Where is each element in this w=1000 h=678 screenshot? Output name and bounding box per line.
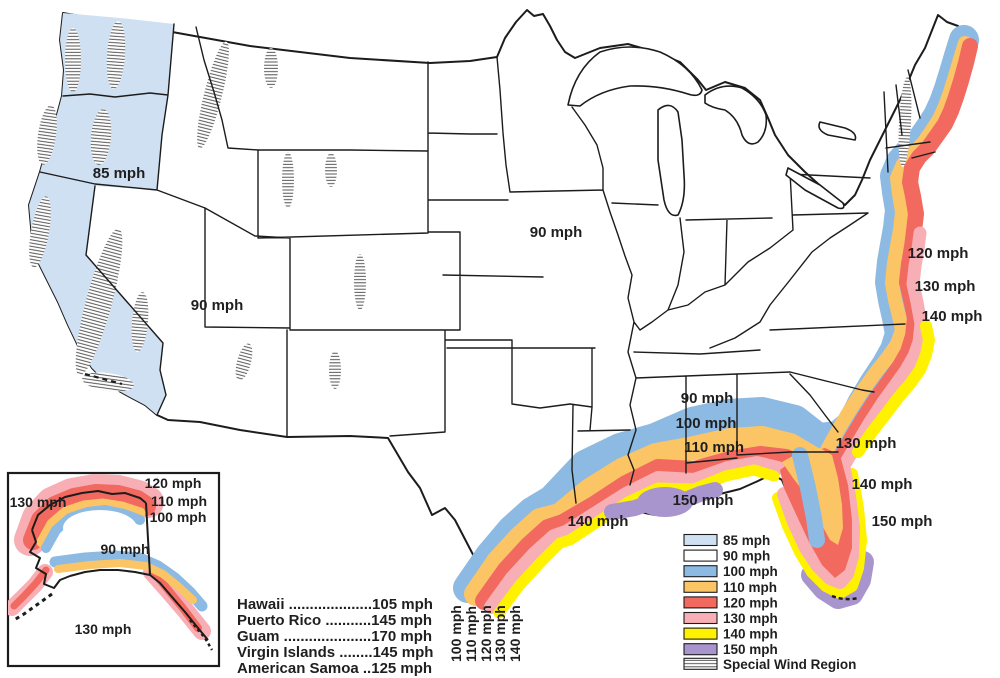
legend-label-120: 120 mph	[723, 595, 778, 610]
texas-tip-labels: 100 mph 110 mph 120 mph 130 mph 140 mph	[448, 605, 523, 662]
ak-band-110	[36, 498, 146, 548]
ak-label-110: 110 mph	[151, 493, 207, 509]
legend: 85 mph 90 mph 100 mph 110 mph 120 mph 13…	[683, 533, 856, 672]
ak-label-90: 90 mph	[100, 541, 149, 557]
legend-row: Special Wind Region	[683, 657, 856, 672]
band-130mph-atlantic	[838, 226, 928, 471]
territory-american-samoa: American Samoa ..125 mph	[237, 660, 432, 677]
territory-list: Hawaii ....................105 mph Puert…	[237, 596, 433, 677]
label-110mph-south: 110 mph	[684, 439, 744, 456]
label-120mph-east: 120 mph	[908, 245, 969, 262]
label-150mph-fl: 150 mph	[872, 513, 933, 530]
great-lakes	[567, 46, 857, 217]
label-tx-110: 110 mph	[463, 606, 479, 662]
legend-label-130: 130 mph	[723, 611, 778, 626]
state-borders	[39, 23, 936, 504]
legend-label-85: 85 mph	[723, 533, 770, 548]
legend-row: 150 mph	[683, 642, 778, 657]
legend-swatch-130	[683, 611, 718, 625]
label-tx-130: 130 mph	[492, 605, 508, 662]
legend-label-150: 150 mph	[723, 642, 778, 657]
legend-swatch-85	[683, 533, 718, 547]
legend-label-100: 100 mph	[723, 564, 778, 579]
legend-swatch-140	[683, 627, 718, 640]
legend-label-110: 110 mph	[723, 580, 777, 595]
alaska-inset: 130 mph 120 mph 110 mph 100 mph 90 mph 1…	[6, 471, 221, 668]
lake-superior	[567, 46, 703, 107]
ak-label-130-nw: 130 mph	[10, 494, 67, 510]
band-150mph-gulfshore	[604, 482, 723, 520]
legend-label-90: 90 mph	[723, 549, 770, 564]
label-140mph-gulf: 140 mph	[568, 513, 629, 530]
ak-label-130-s: 130 mph	[75, 621, 132, 637]
legend-swatch-120	[683, 596, 718, 609]
legend-row: 85 mph	[683, 533, 770, 548]
label-150mph-gulf: 150 mph	[673, 492, 734, 509]
map-labels: 85 mph 90 mph 90 mph 90 mph 100 mph 110 …	[93, 165, 983, 530]
hatch-idaho	[197, 41, 229, 149]
ak-panhandle-islands	[189, 619, 214, 651]
ak-band-southcoast-orange	[54, 559, 197, 604]
label-90mph-iowa: 90 mph	[530, 224, 583, 241]
lake-michigan	[657, 104, 686, 217]
ak-band-120	[23, 484, 156, 550]
channel-islands	[84, 372, 123, 386]
territory-puerto-rico: Puerto Rico ...........145 mph	[237, 612, 432, 629]
label-130mph-east: 130 mph	[915, 278, 976, 295]
legend-label-special: Special Wind Region	[723, 657, 856, 672]
legend-swatch-110	[683, 580, 718, 593]
band-140mph-nc	[852, 320, 935, 458]
territory-guam: Guam .....................170 mph	[237, 628, 432, 645]
legend-swatch-150	[683, 643, 718, 656]
lake-erie	[785, 167, 845, 210]
florida-keys	[831, 594, 859, 601]
label-tx-140: 140 mph	[507, 605, 523, 662]
legend-row: 100 mph	[683, 564, 778, 579]
ak-core-90	[63, 510, 137, 546]
legend-swatch-100	[683, 565, 718, 578]
legend-row: 140 mph	[683, 627, 778, 642]
label-90mph-utah: 90 mph	[191, 297, 244, 314]
lake-ontario	[818, 121, 857, 141]
lake-huron	[704, 85, 768, 145]
territory-hawaii: Hawaii ....................105 mph	[237, 596, 433, 613]
legend-row: 120 mph	[683, 595, 778, 610]
label-100mph-south: 100 mph	[676, 415, 737, 432]
label-140mph-east: 140 mph	[922, 308, 983, 325]
band-130mph-gulf	[484, 456, 785, 614]
label-130mph-fl: 130 mph	[836, 435, 897, 452]
territory-virgin-islands: Virgin Islands ........145 mph	[237, 644, 433, 661]
label-90mph-south: 90 mph	[681, 390, 734, 407]
legend-swatch-special	[683, 657, 718, 670]
special-wind-regions	[29, 21, 912, 392]
band-120mph-gulf	[475, 446, 795, 610]
ak-coastline	[29, 490, 209, 641]
ak-aleutian-islands	[13, 592, 53, 622]
band-140mph-fl-ring	[772, 468, 867, 599]
label-tx-100: 100 mph	[448, 605, 464, 662]
label-85mph-west: 85 mph	[93, 165, 146, 182]
legend-swatch-90	[683, 549, 718, 562]
label-tx-120: 120 mph	[478, 605, 494, 662]
ak-label-120: 120 mph	[145, 475, 202, 491]
ak-band-aleutian-red	[10, 566, 50, 610]
hatch-sierra	[75, 228, 123, 376]
ak-label-100: 100 mph	[150, 509, 207, 525]
band-100mph-fl-strip	[792, 447, 825, 548]
legend-row: 90 mph	[683, 549, 770, 564]
legend-label-140: 140 mph	[723, 627, 778, 642]
wind-bands	[453, 25, 979, 619]
band-110mph-gulf	[464, 426, 824, 606]
legend-row: 130 mph	[683, 611, 778, 626]
legend-row: 110 mph	[683, 580, 777, 595]
label-140mph-fl: 140 mph	[852, 476, 913, 493]
